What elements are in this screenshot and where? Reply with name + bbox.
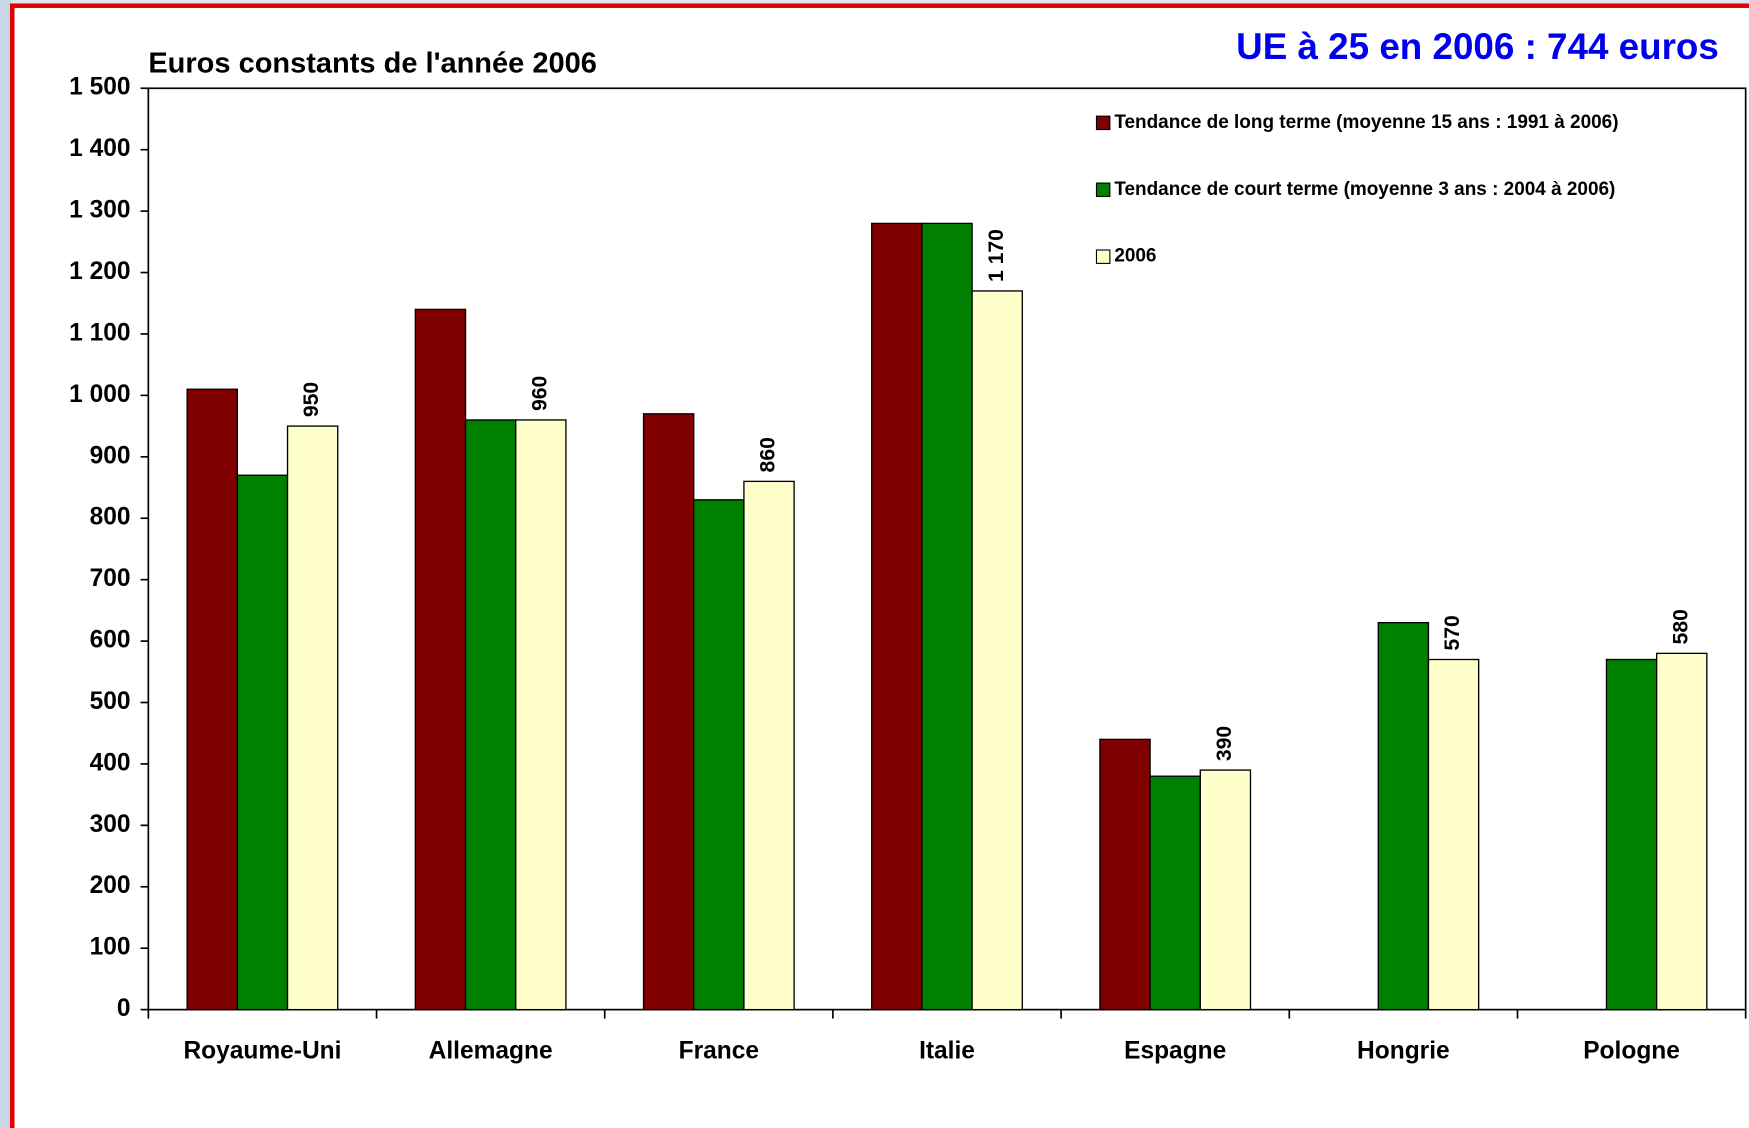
- bar: [516, 420, 566, 1010]
- bar: [237, 475, 287, 1009]
- bar: [972, 291, 1022, 1010]
- bar: [1378, 623, 1428, 1010]
- x-tick-label: Italie: [919, 1037, 975, 1064]
- legend-label: 2006: [1114, 246, 1156, 267]
- bar: [644, 414, 694, 1010]
- value-label: 960: [528, 376, 551, 411]
- y-tick-label: 1 400: [69, 135, 130, 162]
- x-tick-label: France: [679, 1037, 759, 1064]
- y-tick-label: 1 500: [69, 74, 130, 101]
- bar: [1606, 660, 1656, 1010]
- legend-label: Tendance de court terme (moyenne 3 ans :…: [1114, 179, 1615, 200]
- y-tick-label: 100: [90, 934, 131, 961]
- bar: [1428, 660, 1478, 1010]
- value-label: 1 170: [985, 229, 1008, 282]
- bar: [922, 223, 972, 1009]
- y-tick-label: 1 100: [69, 319, 130, 346]
- legend-label: Tendance de long terme (moyenne 15 ans :…: [1114, 112, 1618, 133]
- y-tick-label: 600: [90, 627, 131, 654]
- x-tick-label: Allemagne: [429, 1037, 553, 1064]
- chart-title: Euros constants de l'année 2006: [148, 47, 597, 79]
- y-tick-label: 1 000: [69, 381, 130, 408]
- annotation: UE à 25 en 2006 : 744 euros: [1236, 26, 1719, 67]
- y-tick-label: 1 300: [69, 197, 130, 224]
- bar: [288, 426, 338, 1010]
- bar: [1657, 653, 1707, 1009]
- value-label: 390: [1213, 726, 1236, 761]
- value-label: 570: [1441, 615, 1464, 650]
- page: {"chart_data": { "type": "bar", "title":…: [0, 0, 1749, 1128]
- bar: [1100, 739, 1150, 1009]
- y-tick-label: 800: [90, 504, 131, 531]
- y-tick-label: 200: [90, 872, 131, 899]
- y-tick-label: 700: [90, 565, 131, 592]
- bar: [872, 223, 922, 1009]
- bar: [1200, 770, 1250, 1010]
- bar: [415, 309, 465, 1009]
- y-tick-label: 1 200: [69, 258, 130, 285]
- legend-swatch: [1096, 116, 1109, 129]
- x-tick-label: Hongrie: [1357, 1037, 1450, 1064]
- bar: [466, 420, 516, 1010]
- bar: [187, 389, 237, 1009]
- legend-swatch: [1096, 250, 1109, 263]
- y-tick-label: 900: [90, 442, 131, 469]
- x-tick-label: Royaume-Uni: [183, 1037, 341, 1064]
- background-strip: [0, 0, 11, 1128]
- y-tick-label: 500: [90, 688, 131, 715]
- legend-swatch: [1096, 183, 1109, 196]
- bar: [1150, 776, 1200, 1009]
- y-tick-label: 300: [90, 811, 131, 838]
- value-label: 950: [300, 382, 323, 417]
- x-tick-label: Espagne: [1124, 1037, 1226, 1064]
- value-label: 860: [757, 437, 780, 472]
- chart: Euros constants de l'année 2006 UE à 25 …: [0, 0, 1749, 1128]
- bar: [694, 500, 744, 1010]
- bar: [744, 481, 794, 1009]
- y-tick-label: 0: [117, 995, 131, 1022]
- y-tick-label: 400: [90, 749, 131, 776]
- value-label: 580: [1669, 609, 1692, 644]
- x-tick-label: Pologne: [1583, 1037, 1680, 1064]
